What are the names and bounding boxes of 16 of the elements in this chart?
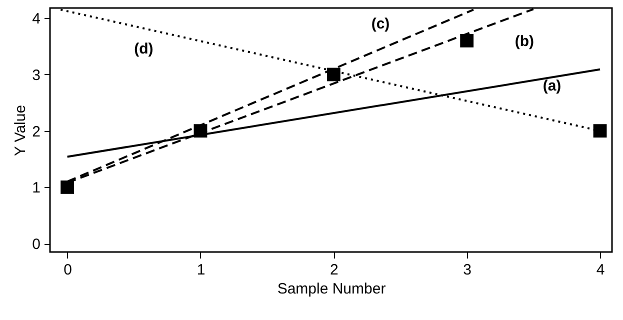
y-axis-title: Y Value — [12, 104, 30, 156]
annotation: (b) — [514, 33, 534, 50]
annotation: (a) — [542, 77, 562, 94]
annotation: (c) — [371, 16, 390, 33]
x-tick-label: 1 — [196, 262, 206, 278]
annotation: (d) — [134, 40, 154, 58]
x-tick-label: 3 — [463, 262, 472, 278]
y-tick-label: 1 — [32, 180, 40, 197]
x-axis-title: Sample Number — [277, 280, 386, 298]
y-tick-label: 4 — [32, 10, 40, 28]
y-tick-label: 2 — [32, 123, 40, 140]
x-tick-label: 2 — [330, 262, 338, 278]
y-tick-label: 0 — [32, 236, 40, 254]
y-tick-label: 3 — [32, 66, 40, 84]
x-tick-label: 4 — [596, 262, 605, 278]
x-tick-label: 0 — [64, 262, 72, 278]
